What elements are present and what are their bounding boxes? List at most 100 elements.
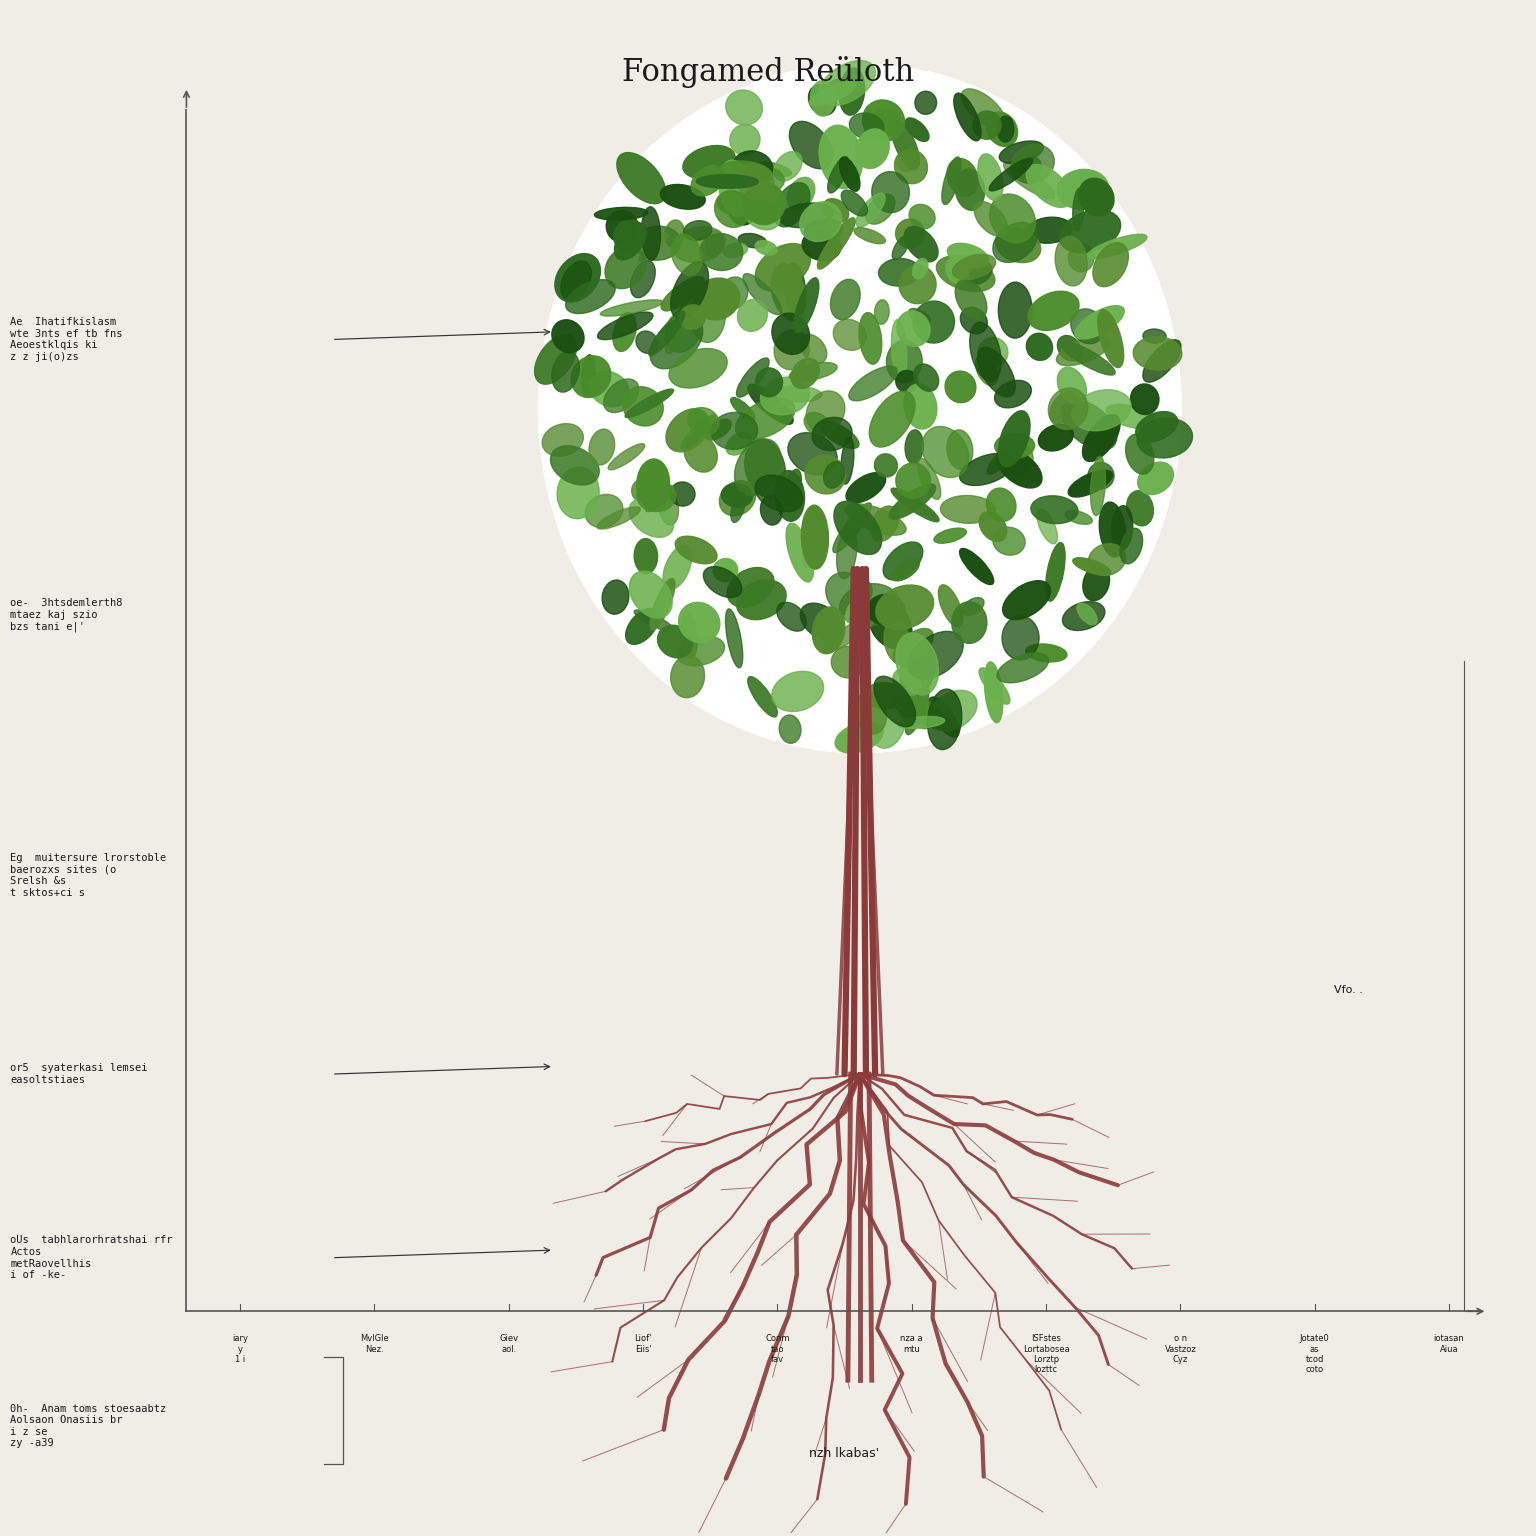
- Ellipse shape: [760, 496, 782, 525]
- Ellipse shape: [1057, 336, 1111, 366]
- Ellipse shape: [659, 490, 679, 525]
- Text: nza a
mtu: nza a mtu: [900, 1335, 923, 1353]
- Ellipse shape: [774, 470, 805, 521]
- Ellipse shape: [1138, 462, 1174, 495]
- Ellipse shape: [974, 201, 1008, 237]
- Ellipse shape: [808, 84, 836, 115]
- Ellipse shape: [1026, 217, 1072, 243]
- Ellipse shape: [723, 243, 748, 258]
- Ellipse shape: [1003, 163, 1055, 198]
- Ellipse shape: [650, 579, 674, 630]
- Ellipse shape: [673, 227, 725, 263]
- Ellipse shape: [837, 527, 857, 579]
- Ellipse shape: [942, 157, 962, 204]
- Ellipse shape: [1049, 392, 1078, 424]
- Ellipse shape: [594, 207, 648, 220]
- Ellipse shape: [980, 511, 1006, 541]
- Ellipse shape: [962, 89, 1006, 129]
- Ellipse shape: [809, 81, 856, 106]
- Ellipse shape: [874, 676, 915, 727]
- Ellipse shape: [891, 120, 920, 169]
- Ellipse shape: [1057, 367, 1086, 404]
- Ellipse shape: [1087, 235, 1147, 258]
- Ellipse shape: [998, 410, 1031, 467]
- Ellipse shape: [634, 539, 657, 573]
- Text: oe-  3htsdemlerth8
mtaez kaj szio
bzs tani e|': oe- 3htsdemlerth8 mtaez kaj szio bzs tan…: [11, 598, 123, 631]
- Ellipse shape: [897, 696, 931, 716]
- Ellipse shape: [909, 204, 935, 229]
- Ellipse shape: [938, 585, 963, 627]
- Ellipse shape: [630, 498, 674, 538]
- Ellipse shape: [929, 690, 977, 731]
- Ellipse shape: [694, 278, 740, 319]
- Ellipse shape: [585, 495, 624, 527]
- Ellipse shape: [1003, 581, 1051, 619]
- Ellipse shape: [617, 152, 665, 204]
- Ellipse shape: [743, 183, 785, 224]
- Ellipse shape: [561, 261, 591, 300]
- Ellipse shape: [679, 284, 719, 321]
- Ellipse shape: [975, 355, 997, 386]
- Ellipse shape: [614, 223, 647, 260]
- Ellipse shape: [720, 276, 748, 309]
- Ellipse shape: [739, 233, 766, 247]
- Ellipse shape: [915, 91, 937, 114]
- Ellipse shape: [978, 668, 1011, 703]
- Ellipse shape: [677, 636, 725, 665]
- Ellipse shape: [551, 352, 579, 392]
- Ellipse shape: [866, 594, 905, 625]
- Ellipse shape: [680, 415, 716, 450]
- Ellipse shape: [897, 310, 929, 346]
- Ellipse shape: [974, 111, 1001, 140]
- Ellipse shape: [946, 430, 972, 470]
- Ellipse shape: [891, 319, 906, 381]
- Ellipse shape: [805, 455, 846, 495]
- Ellipse shape: [1078, 178, 1114, 215]
- Ellipse shape: [928, 690, 962, 750]
- Ellipse shape: [948, 243, 989, 267]
- Ellipse shape: [636, 226, 680, 260]
- Ellipse shape: [648, 312, 685, 356]
- Ellipse shape: [1120, 528, 1143, 564]
- Ellipse shape: [955, 280, 986, 319]
- Ellipse shape: [650, 316, 703, 369]
- Ellipse shape: [684, 221, 711, 240]
- Ellipse shape: [952, 602, 988, 644]
- Ellipse shape: [774, 330, 809, 370]
- Ellipse shape: [636, 332, 657, 353]
- Text: o n
Vastzoz
Cyz: o n Vastzoz Cyz: [1164, 1335, 1197, 1364]
- Ellipse shape: [554, 253, 601, 303]
- Ellipse shape: [897, 716, 945, 728]
- Ellipse shape: [869, 601, 912, 648]
- Ellipse shape: [819, 60, 876, 106]
- Ellipse shape: [1038, 424, 1074, 452]
- Ellipse shape: [734, 439, 782, 496]
- Ellipse shape: [719, 160, 751, 217]
- Ellipse shape: [1057, 169, 1109, 209]
- Ellipse shape: [900, 644, 935, 697]
- Ellipse shape: [590, 372, 630, 407]
- Text: Fongamed Reüloth: Fongamed Reüloth: [622, 57, 914, 89]
- Ellipse shape: [717, 194, 745, 215]
- Ellipse shape: [908, 631, 963, 679]
- Ellipse shape: [748, 384, 793, 424]
- Ellipse shape: [1037, 510, 1057, 544]
- Ellipse shape: [598, 507, 641, 528]
- Ellipse shape: [997, 450, 1041, 488]
- Ellipse shape: [756, 244, 811, 290]
- Ellipse shape: [748, 676, 777, 717]
- Ellipse shape: [598, 312, 653, 339]
- Ellipse shape: [771, 671, 823, 711]
- Ellipse shape: [725, 91, 762, 124]
- Ellipse shape: [869, 392, 915, 447]
- Ellipse shape: [779, 203, 833, 227]
- Ellipse shape: [774, 183, 809, 227]
- Ellipse shape: [833, 502, 871, 553]
- Ellipse shape: [791, 358, 819, 389]
- Ellipse shape: [934, 528, 966, 544]
- Ellipse shape: [1046, 542, 1064, 601]
- Ellipse shape: [670, 349, 727, 389]
- Ellipse shape: [688, 407, 719, 435]
- Ellipse shape: [786, 524, 814, 582]
- Ellipse shape: [705, 419, 731, 439]
